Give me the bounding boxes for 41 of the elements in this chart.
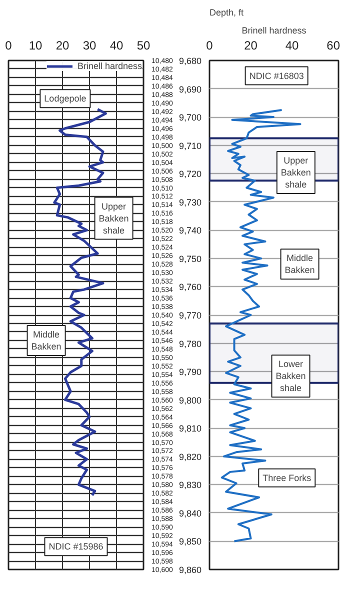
y-tick-label: 9,790 [178, 367, 202, 378]
legend-label: Brinell hardness [77, 61, 142, 71]
y-tick-label: 9,700 [178, 112, 202, 123]
y-tick-label: 9,780 [178, 338, 202, 349]
y-tick-label: 9,840 [178, 508, 202, 518]
x-tick-label: 10 [28, 38, 42, 52]
x-tick-label: 30 [82, 38, 96, 52]
y-tick-label: 9,760 [178, 282, 202, 292]
annotation: NDIC #15986 [48, 542, 104, 552]
x-tick-label: 40 [110, 38, 124, 52]
annotation: Middle Bakken [284, 253, 315, 276]
annotation: Upper Bakken shale [280, 155, 311, 190]
y-tick-label: 9,730 [178, 197, 202, 208]
annotation: Lodgepole [44, 94, 86, 104]
y-tick-label: 9,690 [178, 84, 202, 94]
y-tick-label: 9,720 [178, 169, 202, 180]
y-tick-label: 9,850 [178, 536, 202, 547]
annotation: Middle Bakken [31, 329, 62, 352]
x-tick-label: 0 [5, 38, 12, 52]
y-axis-title: Depth, ft [210, 8, 244, 18]
y-tick-label: 9,770 [178, 310, 202, 320]
y-tick-label: 9,710 [178, 140, 202, 151]
x-tick-label: 0 [206, 38, 214, 52]
x-tick-label: 50 [136, 38, 150, 52]
x-axis-title: Brinell hardness [242, 26, 307, 36]
y-tick-label: 9,860 [178, 565, 202, 575]
y-tick-label: 9,800 [178, 395, 202, 406]
x-tick-label: 60 [326, 38, 340, 52]
y-tick-label: 9,750 [178, 254, 202, 264]
y-tick-label: 9,810 [178, 424, 202, 434]
y-tick-label: 9,830 [178, 480, 202, 490]
annotation: Lower Bakken shale [276, 359, 306, 394]
y-tick-label: 9,820 [178, 452, 202, 462]
y-tick-label: 9,740 [178, 226, 202, 236]
annotation: NDIC #16803 [249, 70, 304, 81]
annotation: Upper Bakken shale [98, 201, 129, 236]
x-tick-label: 40 [285, 38, 300, 52]
y-tick-label: 9,680 [178, 56, 202, 66]
x-tick-label: 20 [56, 38, 70, 52]
annotation: Three Forks [262, 472, 312, 483]
x-tick-label: 20 [244, 38, 258, 52]
